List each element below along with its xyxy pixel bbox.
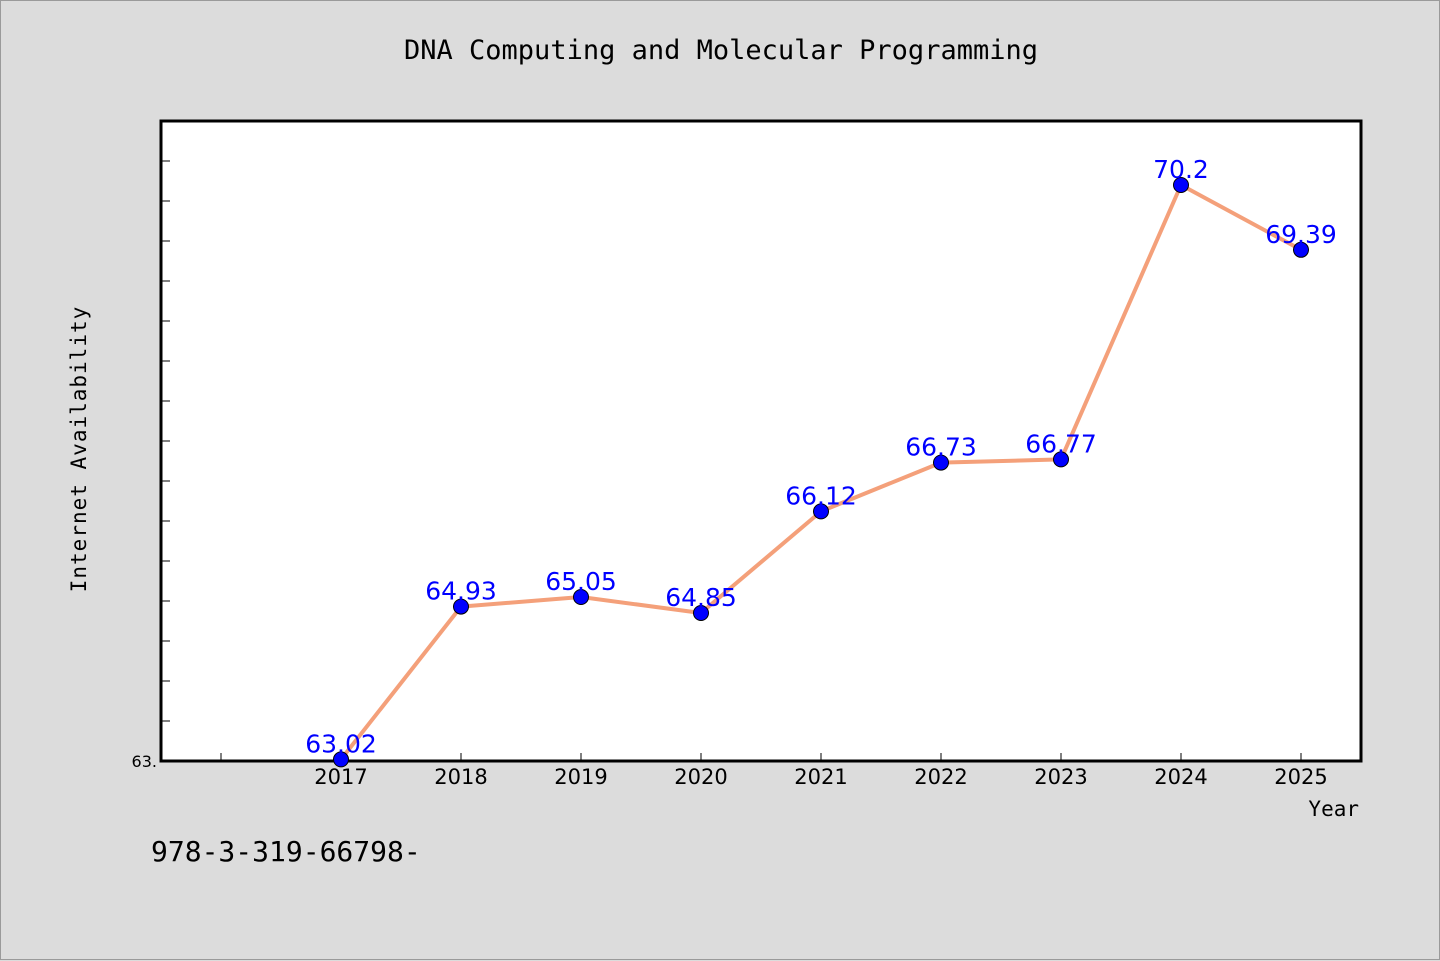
footer-text: 978-3-319-66798-: [151, 835, 421, 868]
data-point: [693, 605, 709, 621]
data-label: 66.73: [905, 433, 977, 462]
data-point: [573, 589, 589, 605]
x-tick-label: 2018: [434, 765, 487, 789]
data-point: [933, 454, 949, 471]
x-tick-label: 2023: [1034, 765, 1087, 789]
x-tick-label: 2025: [1274, 765, 1327, 789]
data-point: [453, 598, 469, 615]
x-tick-label: 2021: [794, 765, 847, 789]
x-tick-label: 2022: [914, 765, 967, 789]
data-point: [333, 751, 349, 768]
y-tick-label: 63.: [132, 752, 157, 771]
x-tick-label: 2017: [314, 765, 367, 789]
x-axis-label: Year: [1308, 797, 1359, 821]
data-label: 64.85: [665, 583, 737, 612]
data-label: 64.93: [425, 577, 497, 606]
data-label: 66.12: [785, 481, 857, 510]
x-tick-label: 2020: [674, 765, 727, 789]
data-label: 65.05: [545, 567, 617, 596]
data-point: [1173, 177, 1189, 193]
data-point: [1053, 451, 1069, 468]
chart-title: DNA Computing and Molecular Programming: [404, 35, 1038, 66]
x-tick-label: 2019: [554, 765, 607, 789]
data-label: 63.02: [305, 729, 377, 758]
data-label: 70.2: [1153, 155, 1209, 184]
data-point: [813, 503, 829, 520]
data-label: 69.39: [1265, 220, 1337, 249]
data-label: 66.77: [1025, 429, 1097, 458]
plot-area: [159, 119, 1363, 763]
x-tick-label: 2024: [1154, 765, 1207, 789]
data-point: [1293, 241, 1309, 258]
